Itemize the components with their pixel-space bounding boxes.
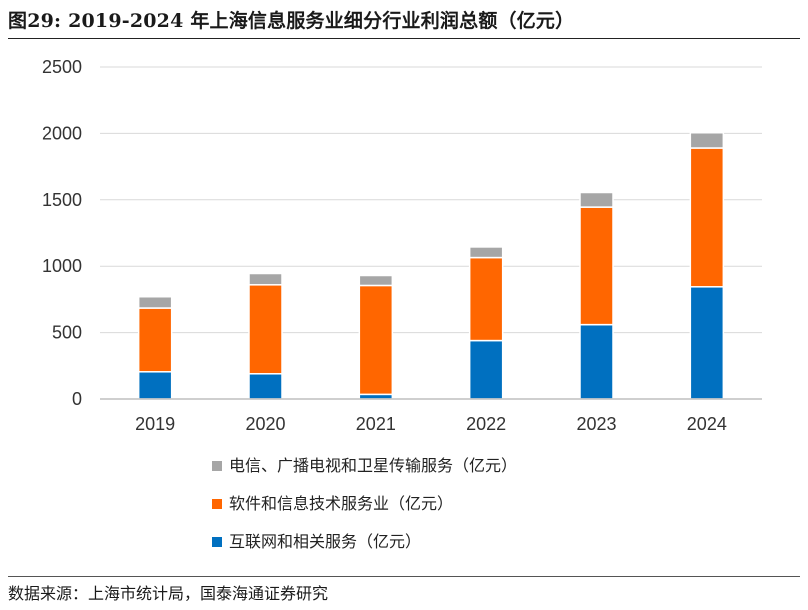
bars [137,131,725,400]
bar-2022-series-2 [468,246,504,259]
source-note: 数据来源：上海市统计局，国泰海通证券研究 [8,584,329,603]
figure-title: 图29: 2019-2024 年上海信息服务业细分行业利润总额（亿元） [8,10,575,32]
legend-label-0: 互联网和相关服务（亿元） [229,532,421,551]
legend-swatch-0 [212,537,222,547]
bar-2020-series-0 [248,373,283,400]
legend-label-1: 软件和信息技术服务业（亿元） [229,494,453,513]
bar-2024-series-0 [689,286,725,400]
legend-swatch-2 [212,461,222,471]
legend: 电信、广播电视和卫星传输服务（亿元） 软件和信息技术服务业（亿元） 互联网和相关服务… [212,456,517,551]
y-tick-label-2500: 2500 [42,57,82,77]
y-axis-ticks: 0 500 1000 1500 2000 2500 [42,57,82,409]
legend-label-2: 电信、广播电视和卫星传输服务（亿元） [229,456,517,475]
x-axis-ticks: 2019 2020 2021 2022 2023 2024 [135,414,727,434]
y-tick-label-2000: 2000 [42,123,82,143]
y-tick-label-500: 500 [52,323,82,343]
bar-2020-series-1 [248,284,283,375]
bar-2024-series-2 [689,131,725,149]
x-tick-label-2023: 2023 [576,414,616,434]
bar-2019-series-1 [137,307,173,373]
bar-2024-series-1 [689,147,725,288]
stacked-bar-chart: 0 500 1000 1500 2000 2500 2019 2020 2021 2022 202… [42,57,762,551]
x-tick-label-2024: 2024 [687,414,727,434]
bar-2019-series-0 [137,371,173,400]
gridlines [100,66,762,334]
x-tick-label-2020: 2020 [245,414,285,434]
x-tick-label-2022: 2022 [466,414,506,434]
source-rule [8,576,800,577]
bar-2022-series-0 [468,339,504,400]
bar-2022-series-1 [468,256,504,342]
x-tick-label-2019: 2019 [135,414,175,434]
y-tick-label-1000: 1000 [42,256,82,276]
title-rule [8,38,800,39]
x-tick-label-2021: 2021 [356,414,396,434]
bar-2019-series-2 [137,295,173,309]
bar-2020-series-2 [248,272,283,286]
y-tick-label-1500: 1500 [42,190,82,210]
bar-2023-series-2 [579,191,614,208]
legend-swatch-1 [212,499,222,509]
bar-2023-series-1 [579,206,614,326]
bar-2023-series-0 [579,323,614,400]
bar-2021-series-1 [358,284,394,396]
bar-2021-series-2 [358,274,394,287]
y-tick-label-0: 0 [72,389,82,409]
